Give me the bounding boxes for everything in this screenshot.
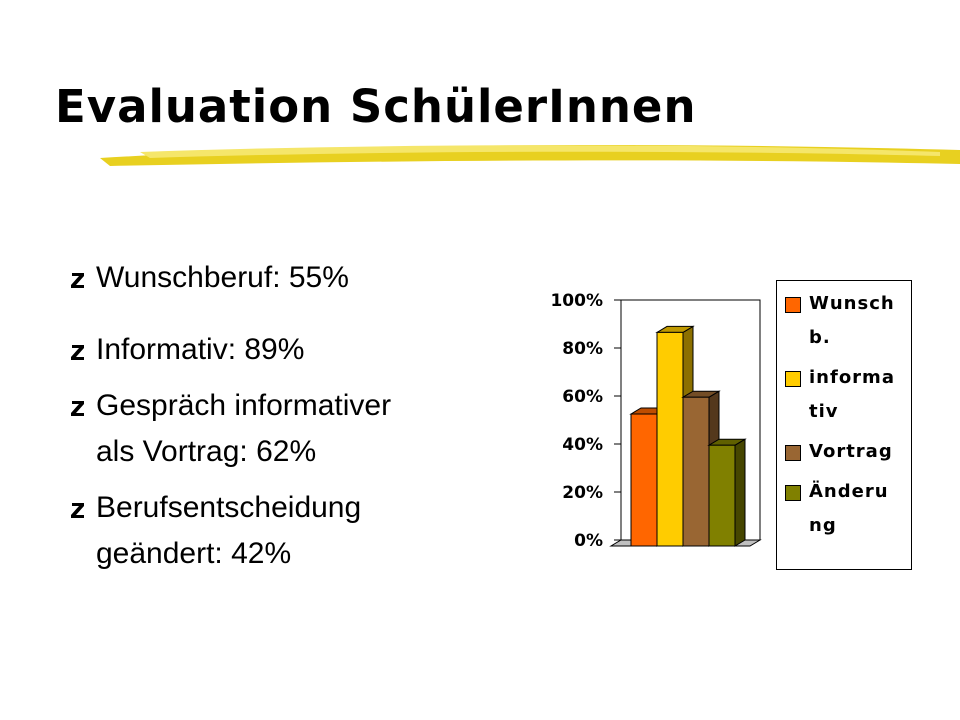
legend-label: Vortrag	[809, 441, 893, 462]
bullet-text: Informativ: 89%	[96, 333, 305, 366]
bullet-text: Gespräch informativer als Vortrag: 62%	[96, 389, 392, 468]
legend-swatch	[785, 371, 801, 387]
y-tick-label: 100%	[550, 291, 603, 311]
legend: Wunschb. informativ Vortrag Änderung	[776, 280, 912, 570]
bullet-icon	[71, 503, 84, 518]
slide-title: Evaluation SchülerInnen	[55, 80, 697, 133]
bar	[630, 413, 658, 547]
legend-label: informativ	[809, 367, 895, 422]
bullet-list: Wunschberuf: 55% Informativ: 89% Gespräch …	[70, 255, 430, 587]
bullet: Berufsentscheidung geändert: 42%	[70, 485, 430, 577]
bar	[682, 396, 710, 547]
y-tick-label: 80%	[562, 339, 603, 359]
y-tick-label: 0%	[574, 531, 603, 551]
legend-swatch	[785, 445, 801, 461]
legend-label: Wunschb.	[809, 293, 895, 348]
bar-side	[734, 438, 746, 547]
bullet-glyph	[71, 273, 84, 288]
bullet: Wunschberuf: 55%	[70, 255, 430, 301]
bullet-icon	[71, 345, 84, 360]
y-tick-label: 60%	[562, 387, 603, 407]
legend-item: informativ	[777, 361, 911, 429]
legend-item: Änderung	[777, 475, 911, 543]
y-tick-label: 40%	[562, 435, 603, 455]
bullet-icon	[71, 401, 84, 416]
bullet-text: Berufsentscheidung geändert: 42%	[96, 491, 362, 570]
bullet: Gespräch informativer als Vortrag: 62%	[70, 383, 430, 475]
chart: 0% 20% 40% 60% 80% 100%	[550, 291, 762, 551]
legend-swatch	[785, 297, 801, 313]
bullet: Informativ: 89%	[70, 327, 430, 373]
legend-swatch	[785, 485, 801, 501]
bullet-glyph	[71, 503, 84, 518]
bar	[708, 444, 736, 547]
y-tick-label: 20%	[562, 483, 603, 503]
bullet-glyph	[71, 401, 84, 416]
bullet-text: Wunschberuf: 55%	[96, 261, 349, 294]
bar	[656, 331, 684, 547]
bullet-icon	[71, 273, 84, 288]
legend-item: Vortrag	[777, 435, 911, 469]
title-underline-highlight	[140, 145, 940, 158]
bullet-glyph	[71, 345, 84, 360]
legend-label: Änderung	[809, 481, 889, 536]
legend-item: Wunschb.	[777, 287, 911, 355]
